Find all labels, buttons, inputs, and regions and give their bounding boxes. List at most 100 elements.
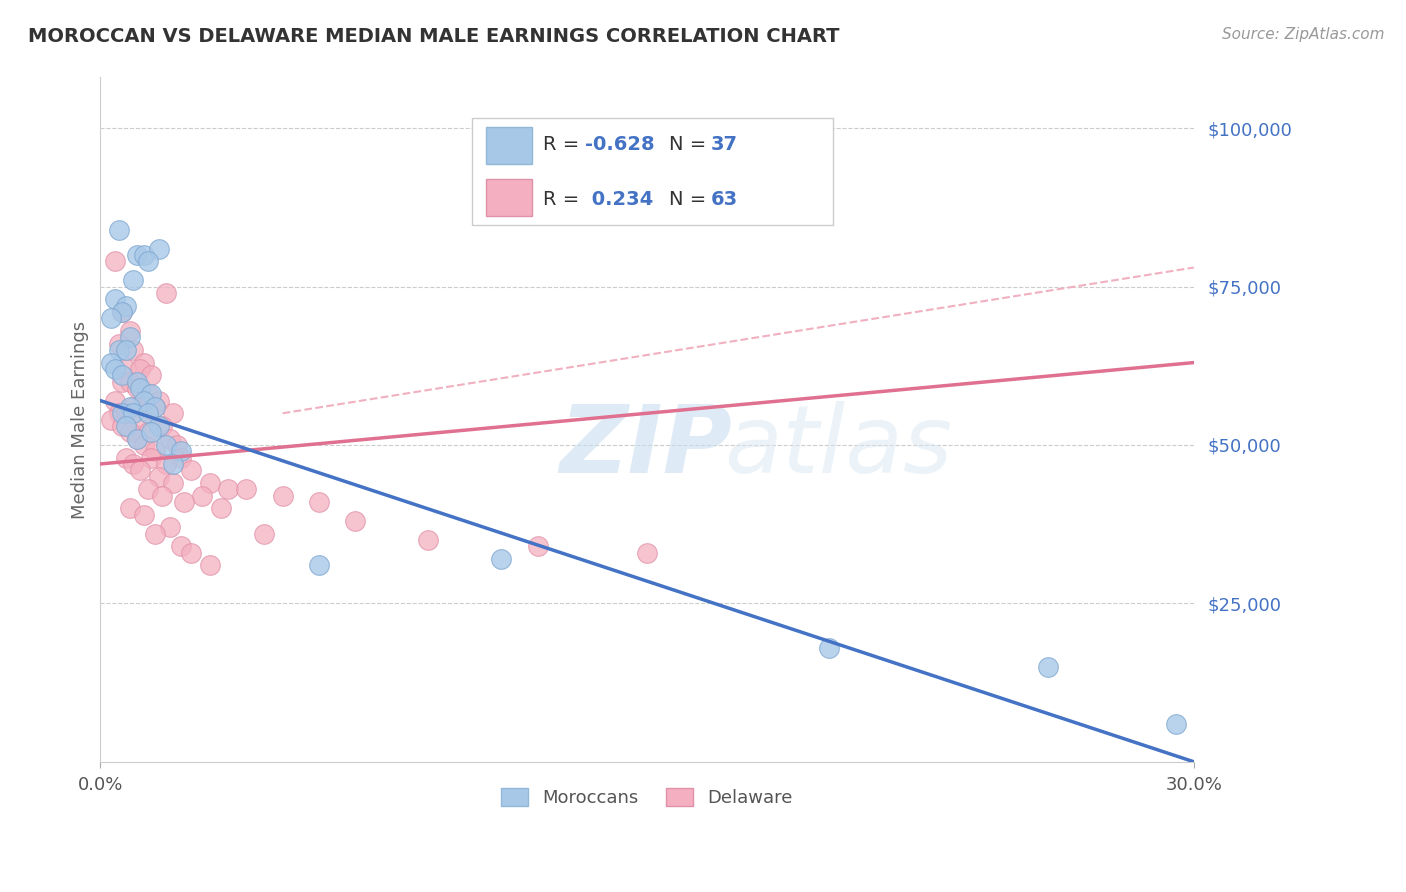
Point	[169, 450, 191, 465]
Point	[155, 438, 177, 452]
Point	[166, 438, 188, 452]
Point	[107, 222, 129, 236]
Point	[122, 343, 145, 357]
Point	[198, 558, 221, 573]
Point	[141, 425, 163, 440]
Point	[253, 526, 276, 541]
Point	[107, 343, 129, 357]
Text: R =: R =	[543, 135, 586, 154]
Point	[818, 640, 841, 655]
Point	[132, 248, 155, 262]
Point	[136, 425, 159, 440]
Point	[491, 552, 513, 566]
Point	[118, 375, 141, 389]
Point	[125, 432, 148, 446]
Point	[129, 362, 152, 376]
Point	[636, 546, 658, 560]
Text: ZIP: ZIP	[560, 401, 733, 493]
Point	[118, 400, 141, 414]
Point	[129, 463, 152, 477]
Point	[155, 285, 177, 300]
Point	[148, 419, 170, 434]
Point	[136, 254, 159, 268]
Point	[143, 400, 166, 414]
Point	[143, 526, 166, 541]
Point	[111, 368, 134, 383]
Point	[159, 432, 181, 446]
Text: 63: 63	[710, 190, 738, 209]
Point	[159, 520, 181, 534]
Point	[141, 368, 163, 383]
Point	[136, 483, 159, 497]
Point	[209, 501, 232, 516]
Point	[115, 406, 138, 420]
FancyBboxPatch shape	[486, 178, 533, 216]
Point	[125, 432, 148, 446]
Point	[143, 400, 166, 414]
Point	[115, 419, 138, 434]
Text: MOROCCAN VS DELAWARE MEDIAN MALE EARNINGS CORRELATION CHART: MOROCCAN VS DELAWARE MEDIAN MALE EARNING…	[28, 27, 839, 45]
Point	[198, 475, 221, 490]
Point	[100, 355, 122, 369]
Point	[115, 362, 138, 376]
Text: N =: N =	[669, 135, 713, 154]
Point	[111, 419, 134, 434]
Point	[271, 489, 294, 503]
Point	[104, 362, 127, 376]
Point	[132, 393, 155, 408]
Point	[115, 450, 138, 465]
Point	[118, 324, 141, 338]
FancyBboxPatch shape	[472, 119, 832, 225]
Point	[115, 299, 138, 313]
Point	[180, 463, 202, 477]
Point	[141, 387, 163, 401]
Point	[155, 457, 177, 471]
Legend: Moroccans, Delaware: Moroccans, Delaware	[494, 780, 800, 814]
Point	[107, 406, 129, 420]
Point	[132, 508, 155, 522]
Point	[111, 406, 134, 420]
Point	[148, 469, 170, 483]
Text: N =: N =	[669, 190, 713, 209]
Point	[162, 406, 184, 420]
Point	[148, 393, 170, 408]
Point	[122, 406, 145, 420]
Point	[118, 501, 141, 516]
Point	[143, 444, 166, 458]
Point	[104, 393, 127, 408]
Text: atlas: atlas	[724, 401, 952, 492]
Point	[118, 330, 141, 344]
Point	[217, 483, 239, 497]
Point	[129, 412, 152, 426]
FancyBboxPatch shape	[486, 128, 533, 164]
Point	[104, 292, 127, 306]
Point	[115, 343, 138, 357]
Point	[129, 381, 152, 395]
Point	[308, 558, 330, 573]
Point	[111, 305, 134, 319]
Point	[122, 400, 145, 414]
Point	[180, 546, 202, 560]
Point	[132, 438, 155, 452]
Point	[308, 495, 330, 509]
Point	[1036, 659, 1059, 673]
Point	[526, 539, 548, 553]
Point	[118, 425, 141, 440]
Point	[107, 336, 129, 351]
Point	[111, 375, 134, 389]
Point	[173, 495, 195, 509]
Text: 0.234: 0.234	[585, 190, 652, 209]
Point	[122, 273, 145, 287]
Point	[150, 419, 173, 434]
Text: R =: R =	[543, 190, 586, 209]
Point	[125, 375, 148, 389]
Point	[148, 242, 170, 256]
Text: -0.628: -0.628	[585, 135, 654, 154]
Y-axis label: Median Male Earnings: Median Male Earnings	[72, 320, 89, 518]
Point	[104, 254, 127, 268]
Point	[162, 475, 184, 490]
Text: 37: 37	[710, 135, 738, 154]
Point	[169, 539, 191, 553]
Point	[136, 406, 159, 420]
Point	[136, 387, 159, 401]
